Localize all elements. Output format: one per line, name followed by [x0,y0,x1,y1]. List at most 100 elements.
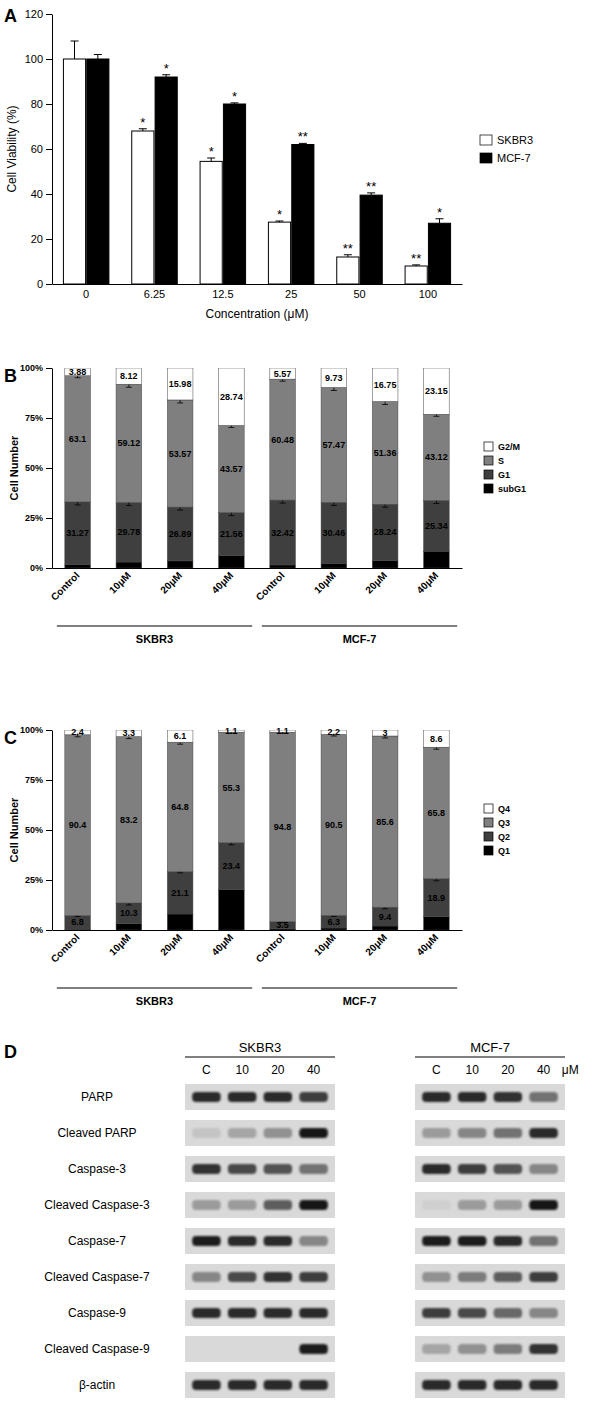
error-cap [126,387,132,388]
x-tick-label: 40μM [209,570,235,596]
data-label: 65.8 [428,808,446,818]
bar [223,104,245,284]
legend: SKBR3MCF-7 [480,134,533,164]
x-axis-line [53,568,463,569]
y-tick-mark [46,468,52,469]
data-label: 28.74 [220,392,243,402]
legend-label: G2/M [498,442,520,452]
band [299,1128,328,1138]
blot-strip [185,1300,335,1326]
y-tick-label: 20 [31,233,43,245]
band [264,1344,293,1354]
legend-swatch [480,153,492,163]
bar [360,195,382,284]
y-tick: 100 [25,53,52,65]
blot-strip [185,1264,335,1290]
blot-strip [185,1228,335,1254]
y-tick-mark [46,194,52,195]
blot-bands [422,1200,558,1210]
data-label: 9.73 [325,373,343,383]
blot-bands [192,1272,328,1282]
y-tick-label: 75% [25,413,43,423]
bar-segment [270,368,296,379]
band [529,1092,558,1102]
data-label: 51.36 [374,448,397,458]
group-line [262,988,457,989]
y-tick-mark [46,14,52,15]
panel-label: A [4,6,17,26]
blot-strip [185,1156,335,1182]
x-tick-label: 25 [285,288,297,300]
y-tick: 20 [31,233,52,245]
error-cap [71,41,79,42]
data-label: 5.57 [274,369,292,379]
lane-label: 10 [235,1063,249,1077]
band [228,1092,257,1102]
significance: * [437,205,442,220]
group-label: SKBR3 [136,995,173,1007]
y-tick-mark [46,284,52,285]
bar-segment [424,917,450,930]
x-tick-label: Control [254,932,287,965]
x-tick-label: 20μM [363,570,389,596]
band [192,1272,221,1282]
band [299,1380,328,1390]
band [299,1092,328,1102]
bar-segment [270,500,296,565]
blot-bands [192,1092,328,1102]
error-cap [177,744,183,745]
x-tick-label: 10μM [107,570,133,596]
y-tick-mark [46,730,52,731]
bar-segment [424,730,450,747]
y-axis-line [52,369,53,569]
band [422,1164,451,1174]
blot-bands [192,1380,328,1390]
bar [428,223,450,284]
bar-segment [372,736,398,907]
band [192,1344,221,1354]
band [422,1200,451,1210]
band [458,1344,487,1354]
band [299,1344,328,1354]
blot-strip [415,1264,565,1290]
data-label: 32.42 [271,528,294,538]
bar-segment [219,556,245,568]
bar-segment [372,561,398,568]
band [192,1200,221,1210]
bar-segment [116,384,142,502]
blot-strip [415,1084,565,1110]
y-tick-mark [46,780,52,781]
significance: ** [343,241,353,256]
y-tick-label: 80 [31,98,43,110]
blot-strip [185,1372,335,1398]
blot-strip [415,1120,565,1146]
bar-segment [321,368,347,387]
band [529,1200,558,1210]
legend-swatch [480,135,492,145]
y-tick: 0 [37,278,52,290]
y-tick-label: 100% [20,363,43,373]
row-label: β-actin [79,1378,115,1392]
band [192,1380,221,1390]
blot-bands [422,1236,558,1246]
bar [87,59,109,284]
band [299,1236,328,1246]
bar-segment [65,735,91,916]
legend-label: Q3 [498,818,510,828]
row-label: Cleaved Caspase-3 [44,1198,150,1212]
x-tick: 50 [353,288,365,300]
error-cap [228,515,234,516]
blot-bands [422,1092,558,1102]
band [458,1308,487,1318]
band [422,1128,451,1138]
y-axis-line [52,15,53,285]
band [422,1344,451,1354]
bar-segment [167,561,193,568]
blot-bands [192,1308,328,1318]
bar-segment [372,926,398,930]
bar-segment [116,924,142,930]
data-label: 3.88 [69,367,87,377]
band [228,1164,257,1174]
blot-strip [415,1228,565,1254]
y-axis: 0%25%50%75%100% [20,725,53,935]
